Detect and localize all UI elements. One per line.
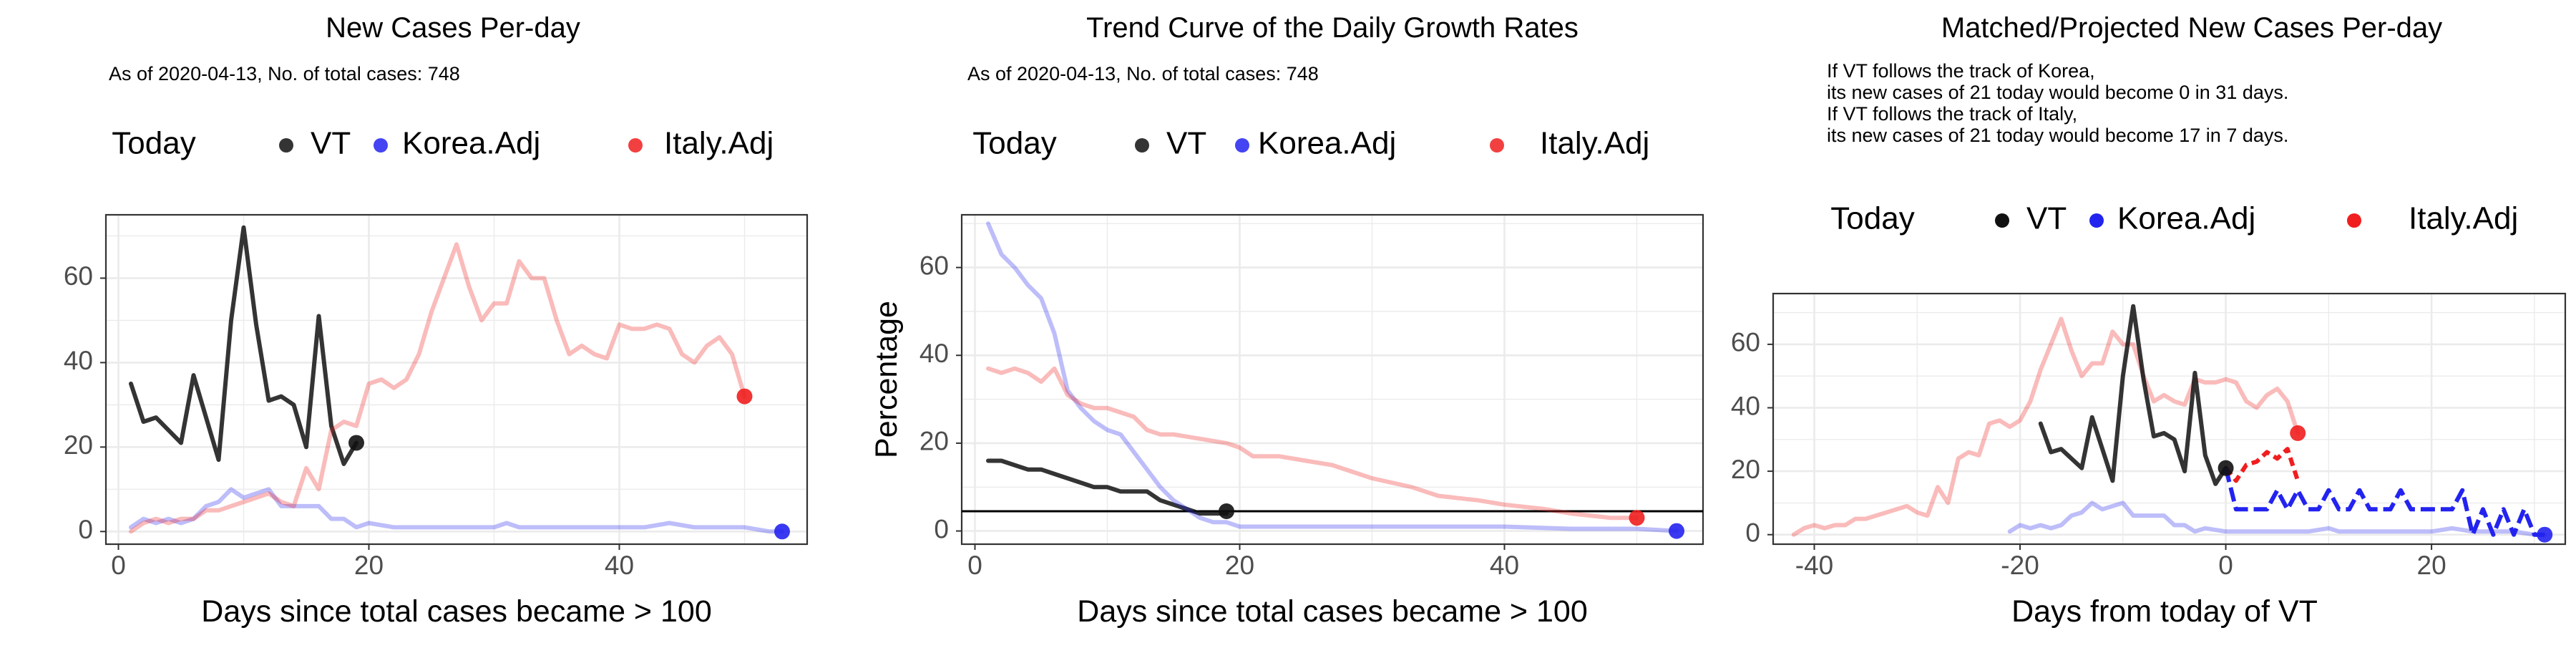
endpoint-marker-italy-adj [1629, 510, 1645, 526]
legend-title: Today [1830, 201, 1914, 236]
y-tick-label: 0 [78, 515, 93, 544]
chart-panel-3: Matched/Projected New Cases Per-day If VT… [1731, 12, 2567, 629]
endpoint-marker-vt [2218, 460, 2234, 476]
y-tick-label: 40 [919, 339, 949, 368]
legend: Today VT Korea.Adj Italy.Adj [1830, 201, 2518, 236]
legend-label-korea: Korea.Adj [402, 126, 540, 161]
legend-label-vt: VT [311, 126, 351, 161]
x-axis-label: Days from today of VT [2011, 594, 2318, 629]
chart-subtitle: As of 2020-04-13, No. of total cases: 74… [967, 63, 1319, 84]
x-tick-label: 20 [1225, 551, 1254, 580]
legend-label-vt: VT [1166, 126, 1206, 161]
gridlines [106, 215, 807, 544]
endpoint-marker-vt [348, 435, 364, 451]
legend-key-korea [374, 138, 388, 153]
x-tick-label: 0 [111, 551, 126, 580]
axes: 0 20 40 0 20 40 60 [64, 261, 634, 580]
y-tick-label: 20 [64, 430, 93, 460]
panel-border [104, 213, 809, 546]
series-line-korea-adj [2007, 500, 2547, 537]
chart-title: Trend Curve of the Daily Growth Rates [1086, 12, 1579, 44]
legend-title: Today [112, 126, 195, 161]
legend-key-korea [1235, 138, 1249, 153]
x-tick-label: 0 [967, 551, 982, 580]
endpoint-marker-italy-adj [2290, 425, 2306, 441]
y-tick-label: 60 [1731, 328, 1760, 357]
y-tick-label: 20 [919, 427, 949, 456]
panel-border [960, 213, 1704, 546]
x-axis-label: Days since total cases became > 100 [1077, 594, 1587, 629]
series-line-italy-adj [1791, 316, 2301, 537]
chart-note: its new cases of 21 today would become 1… [1827, 125, 2288, 146]
series-line-korea-adj [2223, 467, 2545, 537]
y-tick-label: 40 [64, 346, 93, 375]
endpoint-marker-korea-adj [2537, 526, 2553, 543]
panel-border [1772, 292, 2567, 546]
y-tick-label: 0 [1745, 518, 1760, 547]
gridlines [962, 215, 1703, 544]
x-tick-label: -40 [1795, 551, 1833, 580]
series-line-italy-adj [2224, 447, 2301, 483]
legend: Today VT Korea.Adj Italy.Adj [112, 126, 774, 161]
legend-label-korea: Korea.Adj [2117, 201, 2255, 236]
legend-key-italy [1490, 138, 1504, 153]
legend-label-italy: Italy.Adj [2409, 201, 2518, 236]
y-tick-label: 20 [1731, 455, 1760, 484]
y-axis-label: Percentage [869, 301, 904, 458]
x-tick-label: -20 [2001, 551, 2039, 580]
y-tick-label: 0 [934, 514, 949, 543]
chart-title: New Cases Per-day [326, 12, 580, 44]
y-tick-label: 40 [1731, 391, 1760, 420]
y-tick-label: 60 [919, 251, 949, 280]
series-line-korea-adj [986, 221, 1679, 533]
x-tick-label: 0 [2218, 551, 2233, 580]
series-line-italy-adj [129, 242, 747, 534]
chart-title: Matched/Projected New Cases Per-day [1941, 12, 2442, 44]
x-tick-label: 40 [605, 551, 634, 580]
x-tick-label: 20 [2417, 551, 2446, 580]
endpoint-marker-italy-adj [736, 388, 753, 405]
chart-panel-2: Trend Curve of the Daily Growth Rates As … [869, 12, 1704, 629]
chart-panel-1: New Cases Per-day As of 2020-04-13, No. o… [64, 12, 809, 629]
legend-key-italy [628, 138, 643, 153]
legend: Today VT Korea.Adj Italy.Adj [972, 126, 1649, 161]
legend-label-korea: Korea.Adj [1258, 126, 1396, 161]
chart-note: its new cases of 21 today would become 0… [1827, 82, 2288, 103]
chart-note: If VT follows the track of Italy, [1827, 103, 2077, 125]
legend-label-italy: Italy.Adj [1540, 126, 1649, 161]
series-line-vt [986, 458, 1229, 516]
legend-label-italy: Italy.Adj [664, 126, 774, 161]
legend-key-korea [2089, 213, 2104, 228]
endpoint-marker-vt [1219, 503, 1234, 519]
endpoint-marker-korea-adj [1669, 523, 1684, 539]
legend-key-italy [2347, 213, 2361, 228]
axes: 0 20 40 0 20 40 60 [919, 251, 1519, 580]
series-line-italy-adj [986, 366, 1639, 521]
series-line-korea-adj [129, 487, 784, 534]
x-tick-label: 20 [354, 551, 384, 580]
series-line-vt [129, 225, 358, 466]
chart-subtitle: As of 2020-04-13, No. of total cases: 74… [109, 63, 460, 84]
gridlines [1773, 294, 2565, 544]
chart-note: If VT follows the track of Korea, [1827, 60, 2095, 82]
series-line-vt [2038, 304, 2228, 486]
legend-key-vt [1135, 138, 1149, 153]
legend-title: Today [972, 126, 1056, 161]
y-tick-label: 60 [64, 261, 93, 291]
x-axis-label: Days since total cases became > 100 [201, 594, 711, 629]
legend-label-vt: VT [2026, 201, 2067, 236]
axes: -40 -20 0 20 0 20 40 60 [1731, 328, 2446, 580]
endpoint-marker-korea-adj [774, 523, 790, 540]
legend-key-vt [1995, 213, 2009, 228]
x-tick-label: 40 [1490, 551, 1519, 580]
legend-key-vt [279, 138, 293, 153]
